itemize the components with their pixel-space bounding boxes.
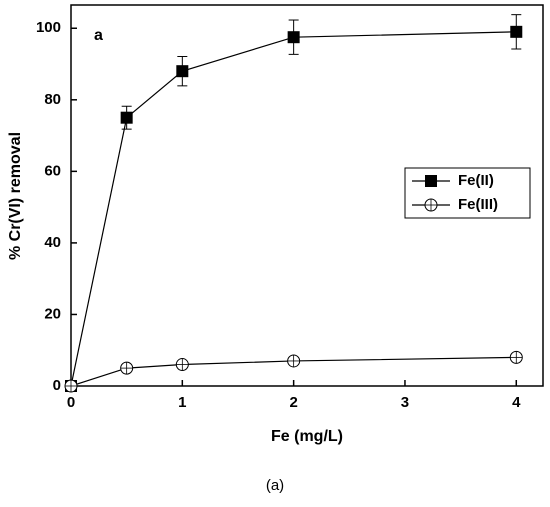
x-tick-label: 0 [67, 394, 75, 411]
panel-annotation: a [94, 27, 103, 44]
x-tick-label: 3 [401, 394, 409, 411]
data-point [175, 358, 189, 372]
data-point [509, 350, 523, 364]
legend-marker [424, 198, 438, 212]
legend-label: Fe(III) [458, 196, 498, 213]
y-tick-label: 20 [44, 305, 61, 322]
data-point [510, 25, 523, 38]
data-point [287, 31, 300, 44]
y-tick-label: 80 [44, 91, 61, 108]
y-tick-label: 40 [44, 234, 61, 251]
y-tick-label: 100 [36, 19, 61, 36]
data-point [287, 354, 301, 368]
x-axis-label: Fe (mg/L) [271, 428, 343, 445]
data-point [120, 111, 133, 124]
plot-frame [70, 4, 544, 387]
data-point [64, 379, 78, 393]
legend-marker [425, 175, 437, 187]
y-tick-label: 60 [44, 162, 61, 179]
y-tick-label: 0 [53, 377, 61, 394]
caption: (a) [266, 477, 284, 494]
y-axis-label: % Cr(VI) removal [7, 132, 24, 260]
data-point [176, 65, 189, 78]
x-tick-label: 1 [178, 394, 186, 411]
legend-box [404, 167, 531, 219]
legend-label: Fe(II) [458, 172, 494, 189]
x-tick-label: 2 [289, 394, 297, 411]
x-tick-label: 4 [512, 394, 521, 411]
data-point [120, 361, 134, 375]
